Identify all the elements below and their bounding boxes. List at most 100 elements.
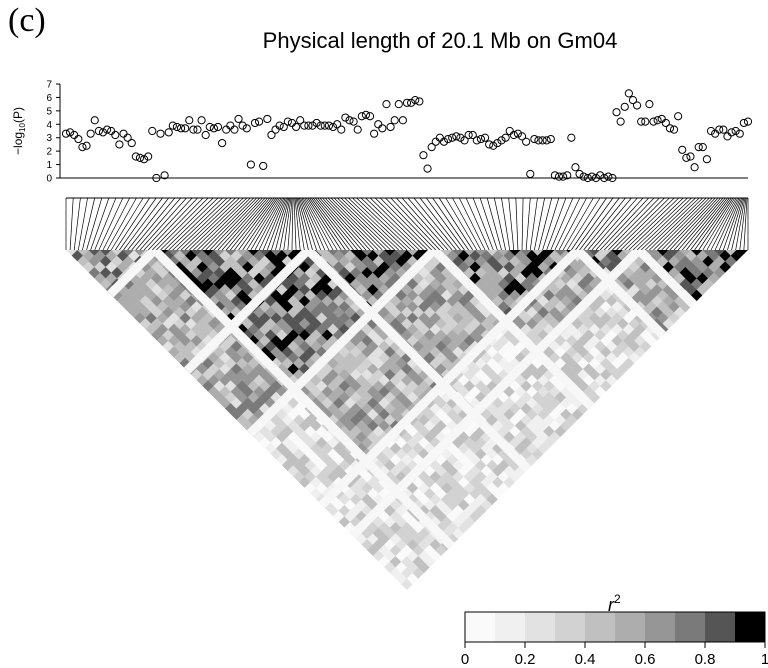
snp-connector bbox=[525, 197, 531, 251]
ld-cell bbox=[315, 250, 328, 256]
data-point bbox=[546, 134, 555, 144]
snp-connector bbox=[743, 197, 748, 251]
data-point bbox=[489, 141, 498, 150]
data-point bbox=[176, 124, 186, 133]
data-point bbox=[678, 145, 687, 154]
data-point bbox=[378, 124, 387, 133]
snp-connector bbox=[225, 197, 271, 251]
snp-connector bbox=[714, 197, 740, 251]
ld-gap bbox=[304, 250, 532, 473]
snp-connector bbox=[472, 197, 494, 251]
ld-gap bbox=[318, 250, 581, 509]
snp-connector bbox=[727, 197, 744, 251]
y-tick-label: 1 bbox=[46, 160, 52, 171]
snp-connector bbox=[706, 197, 737, 251]
snp-connector bbox=[718, 197, 741, 251]
data-point bbox=[665, 124, 675, 133]
snp-connector bbox=[542, 197, 560, 251]
snp-connector bbox=[209, 197, 260, 251]
data-point bbox=[526, 169, 535, 179]
legend-tick-label: 0 bbox=[461, 651, 469, 668]
snp-connector bbox=[529, 197, 538, 251]
data-point bbox=[263, 114, 272, 124]
data-point bbox=[320, 121, 329, 130]
snp-connector bbox=[445, 197, 478, 251]
data-point bbox=[353, 125, 362, 134]
snp-connector bbox=[291, 197, 294, 251]
snp-connector bbox=[669, 197, 719, 251]
ld-cell bbox=[122, 250, 135, 256]
data-point bbox=[205, 122, 214, 132]
data-point bbox=[328, 122, 338, 132]
data-point bbox=[493, 138, 502, 148]
snp-connector bbox=[296, 197, 309, 251]
snp-connector bbox=[365, 197, 420, 251]
snp-connector bbox=[379, 197, 432, 251]
ld-cell bbox=[133, 250, 146, 256]
data-point bbox=[739, 118, 748, 128]
data-point bbox=[661, 118, 670, 128]
data-point bbox=[456, 133, 465, 142]
snp-connector bbox=[262, 197, 286, 251]
snp-connector bbox=[673, 197, 721, 251]
snp-connector bbox=[299, 197, 317, 251]
snp-connector bbox=[234, 197, 275, 251]
snp-connector bbox=[546, 197, 567, 251]
data-point bbox=[119, 129, 128, 138]
snp-connector bbox=[407, 197, 453, 251]
ld-cell bbox=[77, 250, 89, 256]
snp-connector bbox=[401, 197, 449, 251]
data-point bbox=[579, 172, 588, 181]
data-point bbox=[431, 137, 440, 146]
ld-cell bbox=[543, 250, 555, 256]
snp-connector bbox=[258, 197, 285, 251]
legend-tick-label: 0.4 bbox=[575, 651, 596, 668]
snp-connector bbox=[608, 197, 660, 251]
ld-cell bbox=[690, 250, 703, 256]
ld-gap bbox=[246, 250, 438, 437]
data-point bbox=[402, 98, 412, 107]
snp-connector bbox=[521, 197, 524, 251]
data-point bbox=[522, 137, 531, 146]
data-point bbox=[90, 116, 99, 125]
snp-connector bbox=[677, 197, 724, 251]
legend-swatch bbox=[645, 612, 676, 642]
snp-connector bbox=[77, 197, 88, 251]
snp-connector bbox=[302, 197, 330, 251]
data-point bbox=[374, 120, 383, 129]
snp-connector bbox=[98, 197, 124, 251]
data-point bbox=[686, 152, 695, 161]
snp-connector bbox=[554, 197, 581, 251]
snp-connector bbox=[315, 197, 358, 251]
snp-connector bbox=[465, 197, 490, 251]
data-point bbox=[690, 163, 699, 172]
ld-cell bbox=[168, 250, 180, 256]
data-point bbox=[287, 118, 297, 128]
data-point bbox=[628, 96, 638, 105]
data-point bbox=[571, 163, 580, 172]
data-point bbox=[312, 118, 321, 128]
data-point bbox=[82, 141, 91, 150]
snp-connector bbox=[115, 197, 150, 251]
snp-connector bbox=[591, 197, 638, 251]
data-point bbox=[316, 121, 325, 130]
ld-cell bbox=[270, 250, 283, 256]
ld-cell bbox=[520, 250, 533, 256]
ld-cell bbox=[531, 250, 544, 256]
legend-tick-label: 1 bbox=[761, 651, 768, 668]
snp-connector bbox=[319, 197, 367, 251]
data-point bbox=[604, 172, 613, 181]
data-point bbox=[181, 124, 190, 133]
data-point bbox=[300, 121, 309, 130]
legend-swatch bbox=[585, 612, 616, 642]
snp-connector bbox=[110, 197, 144, 251]
snp-connector bbox=[681, 197, 726, 251]
snp-connector bbox=[515, 197, 519, 251]
legend-swatch bbox=[705, 612, 736, 642]
data-point bbox=[94, 126, 103, 136]
snp-connector bbox=[123, 197, 163, 251]
data-point bbox=[189, 125, 198, 134]
snp-connector bbox=[710, 197, 739, 251]
snp-connector bbox=[221, 197, 268, 251]
